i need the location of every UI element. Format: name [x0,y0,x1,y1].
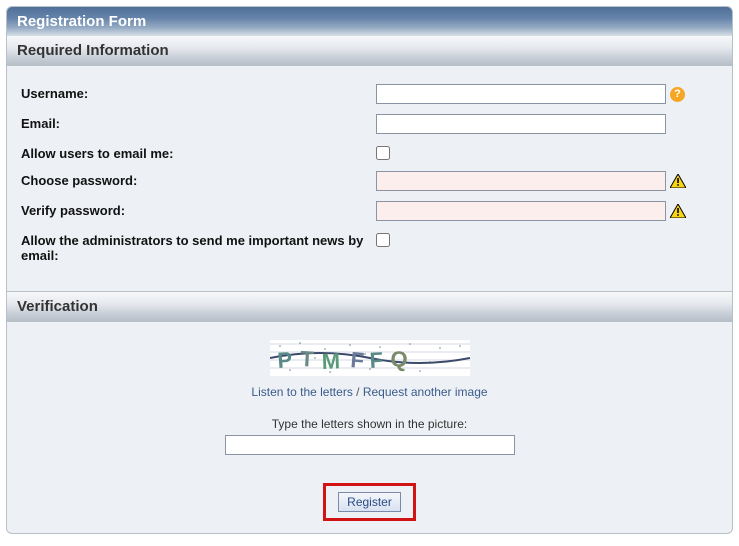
verification-body: P T M F F Q Listen to the letters / Requ… [7,322,732,475]
row-username: Username: ? [21,84,718,104]
email-label: Email: [21,114,376,131]
verification-header: Verification [7,291,732,322]
username-input[interactable] [376,84,666,104]
required-info-header: Required Information [7,36,732,66]
svg-text:F: F [349,347,365,373]
row-email: Email: [21,114,718,134]
captcha-links: Listen to the letters / Request another … [21,385,718,399]
svg-text:F: F [368,347,383,373]
choose-password-input[interactable] [376,171,666,191]
verify-password-label: Verify password: [21,201,376,218]
registration-panel: Registration Form Required Information U… [6,6,733,534]
help-icon[interactable]: ? [670,87,685,102]
row-allow-email: Allow users to email me: [21,144,718,161]
row-choose-password: Choose password: [21,171,718,191]
row-verify-password: Verify password: [21,201,718,221]
email-input[interactable] [376,114,666,134]
svg-text:P: P [276,347,292,373]
allow-email-checkbox[interactable] [376,146,390,160]
captcha-input[interactable] [225,435,515,455]
required-info-body: Username: ? Email: Allow users to email … [7,66,732,291]
choose-password-label: Choose password: [21,171,376,188]
link-separator: / [353,385,363,399]
admin-news-checkbox[interactable] [376,233,390,247]
listen-link[interactable]: Listen to the letters [251,385,352,399]
footer: Register [7,475,732,533]
svg-text:T: T [299,346,314,372]
admin-news-label: Allow the administrators to send me impo… [21,231,376,263]
captcha-prompt: Type the letters shown in the picture: [21,417,718,431]
captcha-image: P T M F F Q [270,340,470,379]
row-admin-news: Allow the administrators to send me impo… [21,231,718,263]
warning-icon [670,174,686,188]
svg-text:Q: Q [389,346,408,372]
register-button[interactable]: Register [338,492,401,512]
warning-icon [670,204,686,218]
register-highlight: Register [323,483,416,521]
username-label: Username: [21,84,376,101]
allow-email-label: Allow users to email me: [21,144,376,161]
request-image-link[interactable]: Request another image [363,385,488,399]
svg-text:M: M [321,348,340,374]
verify-password-input[interactable] [376,201,666,221]
panel-title: Registration Form [7,7,732,36]
